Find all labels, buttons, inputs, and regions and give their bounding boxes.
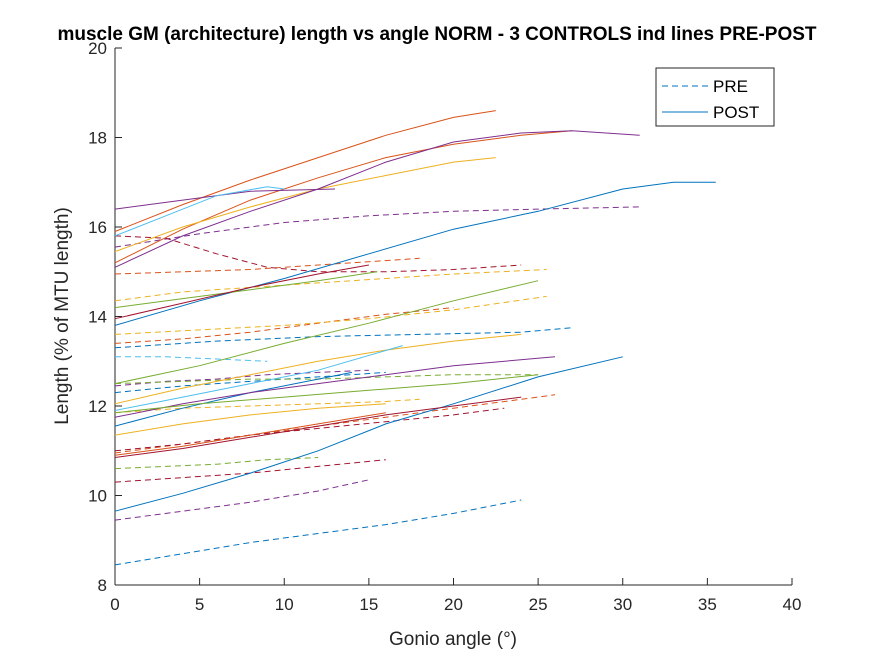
series-line-pre [114, 235, 522, 273]
series-line-post [114, 333, 522, 405]
series-line-post [114, 374, 539, 414]
x-axis-label: Gonio angle (°) [389, 629, 517, 650]
series-line-pre [114, 327, 573, 349]
series-line-pre [114, 206, 640, 248]
series-line-pre [114, 499, 522, 566]
series-line-post [114, 130, 573, 264]
y-tick-label: 20 [88, 39, 107, 58]
series-line-post [114, 157, 496, 253]
series-lines [114, 110, 716, 566]
y-axis-label: Length (% of MTU length) [52, 207, 73, 425]
series-line-post [114, 181, 716, 326]
series-line-post [114, 280, 539, 385]
y-tick-label: 14 [88, 308, 107, 327]
series-line-post [114, 264, 369, 320]
x-tick-label: 20 [444, 595, 463, 614]
axes: 0 5 10 15 20 25 30 35 40 8 10 12 14 16 18 20 [88, 39, 801, 614]
legend: PRE POST [655, 67, 775, 127]
series-line-post [114, 186, 285, 237]
y-tick-label: 18 [88, 129, 107, 148]
series-line-post [114, 271, 378, 309]
series-line-pre [114, 307, 454, 344]
y-tick-label: 16 [88, 218, 107, 237]
series-line-pre [114, 371, 386, 394]
legend-label: POST [713, 103, 759, 122]
series-line-pre [114, 295, 547, 335]
x-tick-label: 0 [110, 595, 119, 614]
series-line-post [114, 188, 336, 210]
y-tick-label: 10 [88, 487, 107, 506]
legend-label: PRE [713, 77, 748, 96]
legend-box [655, 67, 775, 127]
chart-title: muscle GM (architecture) length vs angle… [57, 24, 816, 45]
x-tick-label: 5 [195, 595, 204, 614]
series-line-post [114, 345, 403, 411]
series-line-pre [114, 457, 319, 470]
series-line-post [114, 130, 640, 268]
x-tick-label: 35 [698, 595, 717, 614]
series-line-pre [114, 369, 369, 387]
x-tick-label: 30 [613, 595, 632, 614]
series-line-post [114, 412, 386, 456]
x-tick-label: 10 [275, 595, 294, 614]
x-tick-label: 25 [529, 595, 548, 614]
series-line-post [114, 371, 352, 427]
y-tick-label: 12 [88, 397, 107, 416]
series-line-pre [114, 459, 386, 483]
x-tick-label: 15 [359, 595, 378, 614]
series-line-pre [114, 479, 370, 521]
series-line-pre [114, 269, 547, 302]
series-line-post [114, 396, 522, 458]
x-tick-label: 40 [783, 595, 802, 614]
series-line-pre [115, 356, 268, 362]
series-line-post [114, 403, 386, 436]
series-line-post [114, 356, 623, 512]
series-line-post [114, 110, 496, 232]
series-line-pre [114, 407, 505, 452]
y-tick-label: 8 [98, 576, 107, 595]
series-line-post [114, 356, 556, 418]
